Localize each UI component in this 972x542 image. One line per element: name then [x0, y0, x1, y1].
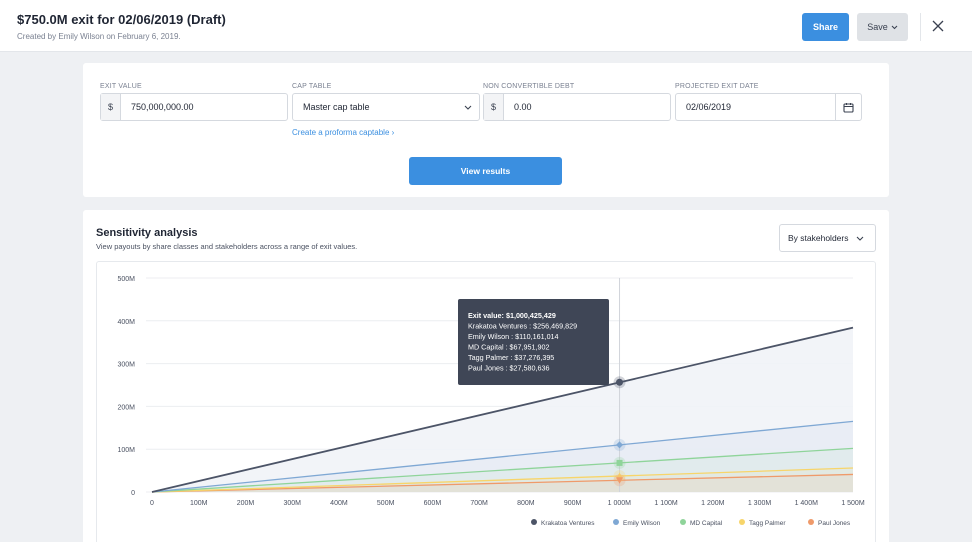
- chevron-right-icon: ›: [391, 128, 395, 137]
- exit-value-input[interactable]: 750,000,000.00: [131, 102, 194, 112]
- sensitivity-title: Sensitivity analysis: [96, 227, 198, 239]
- currency-prefix: $: [484, 94, 504, 120]
- sensitivity-card: Sensitivity analysis View payouts by sha…: [83, 210, 889, 542]
- chevron-down-icon: [857, 236, 864, 241]
- cap-table-select[interactable]: Master cap table: [292, 93, 480, 121]
- currency-prefix: $: [101, 94, 121, 120]
- chevron-down-icon: [457, 105, 479, 110]
- calendar-button[interactable]: [835, 94, 861, 120]
- create-proforma-link[interactable]: Create a proforma captable ›: [292, 128, 394, 137]
- sensitivity-subtitle: View payouts by share classes and stakeh…: [96, 242, 358, 251]
- close-button[interactable]: [928, 15, 948, 37]
- create-proforma-label: Create a proforma captable: [292, 128, 390, 137]
- exit-date-field[interactable]: 02/06/2019: [675, 93, 862, 121]
- exit-date-input[interactable]: 02/06/2019: [686, 102, 732, 112]
- cap-table-value: Master cap table: [303, 102, 370, 112]
- chart-frame: [96, 261, 876, 542]
- page-subtitle: Created by Emily Wilson on February 6, 2…: [17, 32, 181, 41]
- non-convertible-debt-field[interactable]: $ 0.00: [483, 93, 671, 121]
- view-results-button[interactable]: View results: [409, 157, 562, 185]
- non-convertible-debt-label: NON CONVERTIBLE DEBT: [483, 83, 575, 90]
- close-icon: [932, 20, 944, 32]
- top-bar: $750.0M exit for 02/06/2019 (Draft) Crea…: [0, 0, 972, 52]
- page-title: $750.0M exit for 02/06/2019 (Draft): [17, 12, 226, 27]
- exit-value-field[interactable]: $ 750,000,000.00: [100, 93, 288, 121]
- calendar-icon: [843, 102, 854, 113]
- exit-date-label: PROJECTED EXIT DATE: [675, 83, 759, 90]
- save-button-label: Save: [867, 22, 888, 32]
- save-button[interactable]: Save: [857, 13, 908, 41]
- divider: [920, 13, 921, 41]
- non-convertible-debt-input[interactable]: 0.00: [514, 102, 532, 112]
- cap-table-label: CAP TABLE: [292, 83, 332, 90]
- chevron-down-icon: [891, 25, 898, 29]
- group-by-value: By stakeholders: [788, 233, 849, 243]
- group-by-dropdown[interactable]: By stakeholders: [779, 224, 876, 252]
- exit-form-card: EXIT VALUE $ 750,000,000.00 CAP TABLE Ma…: [83, 63, 889, 197]
- share-button[interactable]: Share: [802, 13, 849, 41]
- exit-value-label: EXIT VALUE: [100, 83, 142, 90]
